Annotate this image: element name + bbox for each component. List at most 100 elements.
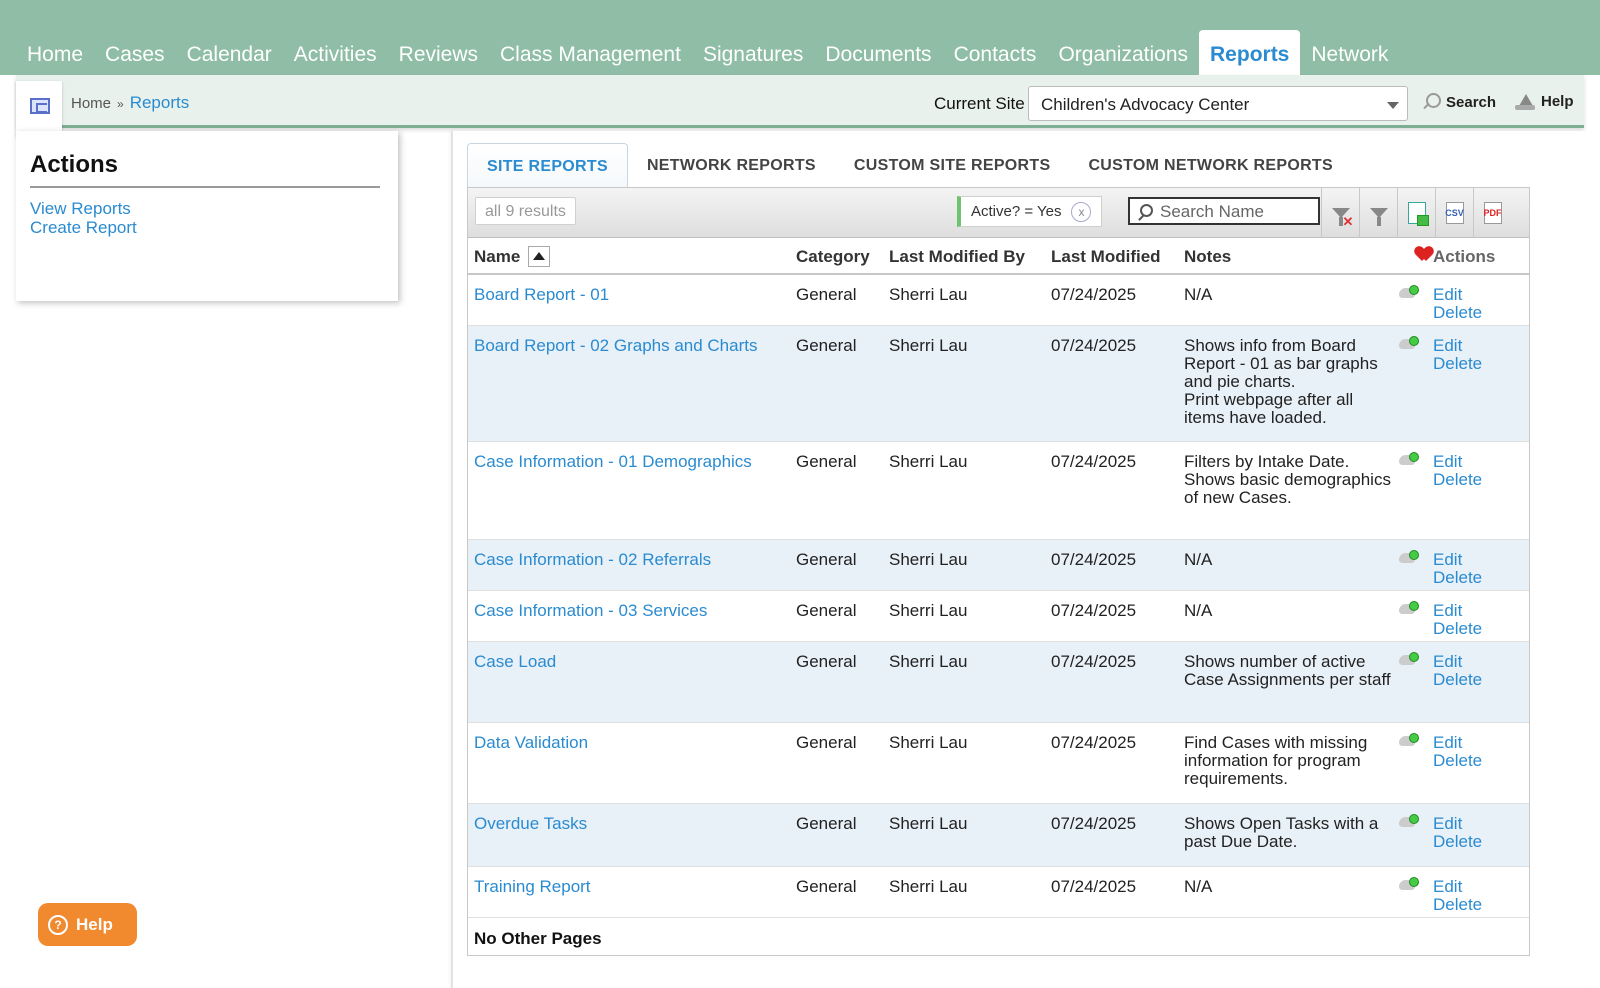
add-favorite-icon[interactable] (1399, 814, 1419, 828)
add-favorite-icon[interactable] (1399, 877, 1419, 891)
column-category[interactable]: Category (796, 247, 870, 266)
delete-link[interactable]: Delete (1433, 470, 1483, 489)
chevron-down-icon (1387, 102, 1399, 109)
search-icon (1140, 204, 1153, 217)
add-favorite-icon[interactable] (1399, 550, 1419, 564)
sort-ascending-icon[interactable] (528, 246, 550, 267)
notes-cell: N/A (1184, 877, 1213, 896)
delete-link[interactable]: Delete (1433, 670, 1483, 689)
add-favorite-icon[interactable] (1399, 733, 1419, 747)
nav-item-calendar[interactable]: Calendar (186, 43, 272, 66)
last-modified-by-cell: Sherri Lau (889, 550, 968, 569)
add-favorite-icon[interactable] (1399, 452, 1419, 466)
column-last-modified-by[interactable]: Last Modified By (889, 247, 1026, 266)
search-icon (1422, 93, 1441, 111)
report-tabs: SITE REPORTS NETWORK REPORTS CUSTOM SITE… (467, 143, 1352, 188)
clear-filters-button[interactable] (1321, 188, 1359, 238)
search-link[interactable]: Search (1422, 93, 1496, 111)
help-icon (1515, 93, 1535, 110)
tab-custom-site-reports[interactable]: CUSTOM SITE REPORTS (853, 157, 1051, 174)
delete-link[interactable]: Delete (1433, 619, 1483, 638)
last-modified-by-cell: Sherri Lau (889, 452, 968, 471)
edit-link[interactable]: Edit (1433, 452, 1463, 471)
help-floating-button[interactable]: ? Help (38, 903, 137, 946)
delete-link[interactable]: Delete (1433, 354, 1483, 373)
search-name-input[interactable]: Search Name (1128, 197, 1320, 225)
nav-item-contacts[interactable]: Contacts (953, 43, 1037, 66)
notes-cell: N/A (1184, 550, 1213, 569)
reports-module-icon[interactable] (16, 81, 62, 137)
table-row: Board Report - 01 General Sherri Lau 07/24/… (468, 275, 1529, 326)
category-cell: General (796, 877, 857, 896)
edit-link[interactable]: Edit (1433, 336, 1463, 355)
nav-item-documents[interactable]: Documents (825, 43, 932, 66)
column-last-modified[interactable]: Last Modified (1051, 247, 1161, 266)
tab-custom-network-reports[interactable]: CUSTOM NETWORK REPORTS (1088, 157, 1333, 174)
report-name-link[interactable]: Case Information - 03 Services (474, 601, 708, 620)
delete-link[interactable]: Delete (1433, 303, 1483, 322)
view-reports-link[interactable]: View Reports (30, 199, 131, 218)
nav-item-network[interactable]: Network (1311, 43, 1389, 66)
edit-link[interactable]: Edit (1433, 550, 1463, 569)
breadcrumb-current[interactable]: Reports (129, 93, 190, 112)
delete-link[interactable]: Delete (1433, 895, 1483, 914)
row-actions: Edit Delete (1433, 551, 1482, 587)
export-pdf-button[interactable]: PDF (1473, 188, 1511, 238)
remove-filter-button[interactable]: x (1071, 201, 1092, 222)
delete-link[interactable]: Delete (1433, 832, 1483, 851)
last-modified-cell: 07/24/2025 (1051, 452, 1137, 471)
edit-link[interactable]: Edit (1433, 652, 1463, 671)
delete-link[interactable]: Delete (1433, 568, 1483, 587)
last-modified-cell: 07/24/2025 (1051, 601, 1137, 620)
edit-link[interactable]: Edit (1433, 877, 1463, 896)
filter-button[interactable] (1359, 188, 1397, 238)
reports-table: all 9 results Active? = Yes x Search Nam… (467, 187, 1530, 956)
notes-cell: Filters by Intake Date. Shows basic demo… (1184, 452, 1391, 507)
help-link[interactable]: Help (1515, 93, 1574, 110)
report-name-link[interactable]: Case Information - 01 Demographics (474, 452, 752, 471)
report-name-link[interactable]: Board Report - 01 (474, 285, 610, 304)
tab-network-reports[interactable]: NETWORK REPORTS (646, 157, 816, 174)
nav-item-organizations[interactable]: Organizations (1058, 43, 1189, 66)
nav-item-signatures[interactable]: Signatures (702, 43, 804, 66)
breadcrumb-home[interactable]: Home (71, 95, 112, 112)
nav-item-activities[interactable]: Activities (293, 43, 377, 66)
nav-item-reviews[interactable]: Reviews (398, 43, 479, 66)
actions-panel: Actions View Reports Create Report (16, 131, 398, 301)
add-favorite-icon[interactable] (1399, 285, 1419, 299)
add-favorite-icon[interactable] (1399, 652, 1419, 666)
last-modified-cell: 07/24/2025 (1051, 285, 1137, 304)
report-name-link[interactable]: Data Validation (474, 733, 589, 752)
current-site-select[interactable]: Children's Advocacy Center (1028, 86, 1408, 121)
edit-link[interactable]: Edit (1433, 601, 1463, 620)
nav-item-class-management[interactable]: Class Management (500, 43, 681, 66)
notes-cell: Find Cases with missing information for … (1184, 733, 1368, 788)
create-report-link[interactable]: Create Report (30, 218, 137, 237)
report-name-link[interactable]: Training Report (474, 877, 591, 896)
nav-item-home[interactable]: Home (27, 43, 84, 66)
last-modified-by-cell: Sherri Lau (889, 814, 968, 833)
edit-link[interactable]: Edit (1433, 285, 1463, 304)
report-name-link[interactable]: Case Information - 02 Referrals (474, 550, 712, 569)
edit-link[interactable]: Edit (1433, 814, 1463, 833)
tab-site-reports[interactable]: SITE REPORTS (467, 143, 628, 188)
favorite-heart-icon (1416, 247, 1432, 261)
add-favorite-icon[interactable] (1399, 336, 1419, 350)
help-link-label: Help (1541, 93, 1574, 110)
export-excel-button[interactable] (1397, 188, 1435, 238)
help-floating-label: Help (76, 914, 113, 934)
table-body: Board Report - 01 General Sherri Lau 07/24/… (468, 275, 1529, 918)
nav-item-cases[interactable]: Cases (105, 43, 165, 66)
column-notes[interactable]: Notes (1184, 247, 1232, 266)
report-name-link[interactable]: Case Load (474, 652, 557, 671)
delete-link[interactable]: Delete (1433, 751, 1483, 770)
export-csv-button[interactable]: CSV (1435, 188, 1473, 238)
report-name-link[interactable]: Board Report - 02 Graphs and Charts (474, 336, 758, 355)
category-cell: General (796, 733, 857, 752)
report-name-link[interactable]: Overdue Tasks (474, 814, 588, 833)
category-cell: General (796, 452, 857, 471)
edit-link[interactable]: Edit (1433, 733, 1463, 752)
nav-item-reports[interactable]: Reports (1199, 30, 1301, 75)
column-name[interactable]: Name (474, 247, 521, 266)
add-favorite-icon[interactable] (1399, 601, 1419, 615)
